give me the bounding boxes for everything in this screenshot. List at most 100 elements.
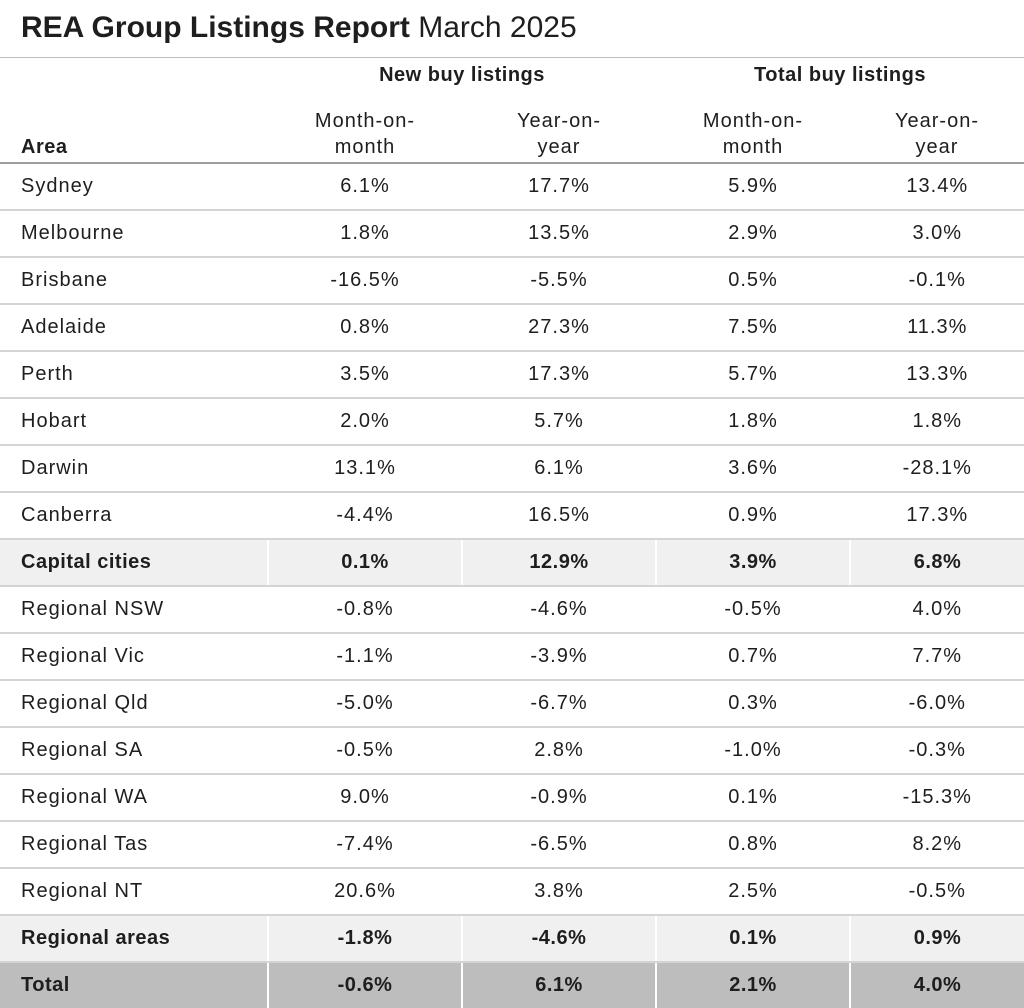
area-cell: Melbourne [0, 210, 268, 258]
table-row: Brisbane -16.5% -5.5% 0.5% -0.1% [0, 257, 1024, 305]
new-yoy-cell: -3.9% [461, 633, 656, 681]
new-mom-cell: -1.1% [267, 633, 462, 681]
total-yoy-cell: 11.3% [849, 304, 1024, 352]
sub-header-row: Area Month-on- month Year-on- year Month… [0, 92, 1024, 164]
total-mom-cell: 0.8% [655, 821, 850, 869]
new-mom-cell: 20.6% [267, 868, 462, 916]
new-yoy-cell: 13.5% [461, 210, 656, 258]
col-header-label: Month-on- month [314, 110, 416, 158]
total-mom-cell: -1.0% [655, 727, 850, 775]
total-mom-cell: 0.1% [655, 915, 850, 963]
col-header-label: Year-on- year [895, 110, 979, 158]
total-mom-cell: 3.9% [655, 539, 850, 587]
area-cell: Regional Vic [0, 633, 268, 681]
total-yoy-cell: -6.0% [849, 680, 1024, 728]
new-mom-cell: 1.8% [267, 210, 462, 258]
table-row: Regional Tas -7.4% -6.5% 0.8% 8.2% [0, 821, 1024, 869]
new-yoy-cell: 12.9% [461, 539, 656, 587]
area-cell: Adelaide [0, 304, 268, 352]
total-mom-cell: 0.1% [655, 774, 850, 822]
area-cell: Canberra [0, 492, 268, 540]
total-mom-cell: 5.7% [655, 351, 850, 399]
new-mom-cell: 13.1% [267, 445, 462, 493]
table-row: Adelaide 0.8% 27.3% 7.5% 11.3% [0, 304, 1024, 352]
total-mom-cell: 2.5% [655, 868, 850, 916]
col-header-label: Month-on- month [702, 110, 804, 158]
table-row: Hobart 2.0% 5.7% 1.8% 1.8% [0, 398, 1024, 446]
subtotal-row: Regional areas -1.8% -4.6% 0.1% 0.9% [0, 915, 1024, 963]
new-yoy-cell: 2.8% [461, 727, 656, 775]
new-mom-cell: 0.1% [267, 539, 462, 587]
total-mom-cell: 5.9% [655, 163, 850, 211]
total-yoy-cell: 6.8% [849, 539, 1024, 587]
page-title: REA Group Listings Report March 2025 [21, 9, 577, 47]
new-yoy-cell: -4.6% [461, 586, 656, 634]
new-yoy-cell: 17.3% [461, 351, 656, 399]
group-header-total: Total buy listings [754, 63, 926, 86]
total-mom-cell: 2.1% [655, 962, 850, 1008]
new-mom-cell: 6.1% [267, 163, 462, 211]
total-yoy-cell: 1.8% [849, 398, 1024, 446]
area-cell: Regional WA [0, 774, 268, 822]
total-mom-cell: 2.9% [655, 210, 850, 258]
area-cell: Regional Tas [0, 821, 268, 869]
new-mom-cell: 3.5% [267, 351, 462, 399]
area-cell: Hobart [0, 398, 268, 446]
total-mom-cell: 1.8% [655, 398, 850, 446]
total-mom-cell: 0.9% [655, 492, 850, 540]
total-yoy-cell: 17.3% [849, 492, 1024, 540]
area-cell: Regional NT [0, 868, 268, 916]
new-mom-cell: -0.8% [267, 586, 462, 634]
total-mom-cell: 0.7% [655, 633, 850, 681]
group-header-blank [0, 58, 268, 92]
col-header-total-yoy: Year-on- year [850, 92, 1024, 164]
table-row: Regional SA -0.5% 2.8% -1.0% -0.3% [0, 727, 1024, 775]
new-mom-cell: -4.4% [267, 492, 462, 540]
total-yoy-cell: -0.5% [849, 868, 1024, 916]
total-yoy-cell: 4.0% [849, 962, 1024, 1008]
total-yoy-cell: 8.2% [849, 821, 1024, 869]
report-header: REA Group Listings Report March 2025 [0, 0, 1024, 58]
table-row: Canberra -4.4% 16.5% 0.9% 17.3% [0, 492, 1024, 540]
new-mom-cell: 2.0% [267, 398, 462, 446]
new-mom-cell: -0.5% [267, 727, 462, 775]
table-row: Regional NT 20.6% 3.8% 2.5% -0.5% [0, 868, 1024, 916]
area-cell: Total [0, 962, 268, 1008]
new-yoy-cell: 27.3% [461, 304, 656, 352]
col-header-label: Year-on- year [517, 110, 601, 158]
table-body: Sydney 6.1% 17.7% 5.9% 13.4% Melbourne 1.8% 13.… [0, 163, 1024, 1008]
new-mom-cell: -5.0% [267, 680, 462, 728]
table-row: Regional Qld -5.0% -6.7% 0.3% -6.0% [0, 680, 1024, 728]
total-yoy-cell: 4.0% [849, 586, 1024, 634]
total-yoy-cell: -15.3% [849, 774, 1024, 822]
new-yoy-cell: -6.7% [461, 680, 656, 728]
new-yoy-cell: 5.7% [461, 398, 656, 446]
total-yoy-cell: 13.3% [849, 351, 1024, 399]
table-row: Regional Vic -1.1% -3.9% 0.7% 7.7% [0, 633, 1024, 681]
new-yoy-cell: 6.1% [461, 962, 656, 1008]
table-row: Sydney 6.1% 17.7% 5.9% 13.4% [0, 163, 1024, 211]
title-main: REA Group Listings Report [21, 11, 410, 44]
new-yoy-cell: -6.5% [461, 821, 656, 869]
total-yoy-cell: 3.0% [849, 210, 1024, 258]
new-mom-cell: -0.6% [267, 962, 462, 1008]
total-yoy-cell: 0.9% [849, 915, 1024, 963]
new-mom-cell: 9.0% [267, 774, 462, 822]
total-yoy-cell: 13.4% [849, 163, 1024, 211]
area-cell: Capital cities [0, 539, 268, 587]
subtotal-row: Capital cities 0.1% 12.9% 3.9% 6.8% [0, 539, 1024, 587]
area-cell: Darwin [0, 445, 268, 493]
new-yoy-cell: 17.7% [461, 163, 656, 211]
area-cell: Brisbane [0, 257, 268, 305]
title-period: March 2025 [418, 11, 577, 44]
new-yoy-cell: 3.8% [461, 868, 656, 916]
total-yoy-cell: -0.3% [849, 727, 1024, 775]
table-row: Melbourne 1.8% 13.5% 2.9% 3.0% [0, 210, 1024, 258]
new-yoy-cell: -0.9% [461, 774, 656, 822]
new-mom-cell: -16.5% [267, 257, 462, 305]
total-mom-cell: 3.6% [655, 445, 850, 493]
total-row: Total -0.6% 6.1% 2.1% 4.0% [0, 962, 1024, 1008]
total-yoy-cell: 7.7% [849, 633, 1024, 681]
col-header-total-mom: Month-on- month [656, 92, 850, 164]
col-header-new-yoy: Year-on- year [462, 92, 656, 164]
